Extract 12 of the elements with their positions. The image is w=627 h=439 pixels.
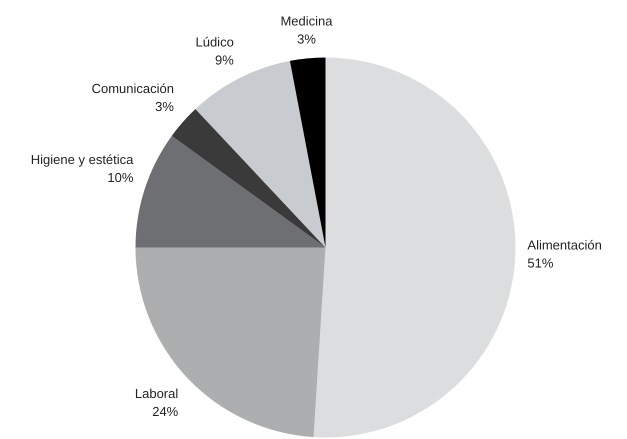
slice-label: Medicina: [280, 13, 334, 28]
data-label: 51%: [527, 255, 554, 270]
slice-label: Alimentación: [527, 237, 602, 252]
slice-label: Lúdico: [195, 34, 234, 50]
slice-label: Comunicación: [92, 80, 174, 96]
slice-label: Higiene y estética: [30, 152, 134, 168]
data-label: 10%: [107, 170, 134, 186]
data-label: 3%: [297, 31, 316, 46]
data-label: 9%: [215, 52, 234, 68]
data-label: 24%: [152, 404, 179, 419]
slice-label: Laboral: [134, 386, 178, 401]
data-label: 3%: [155, 98, 174, 114]
